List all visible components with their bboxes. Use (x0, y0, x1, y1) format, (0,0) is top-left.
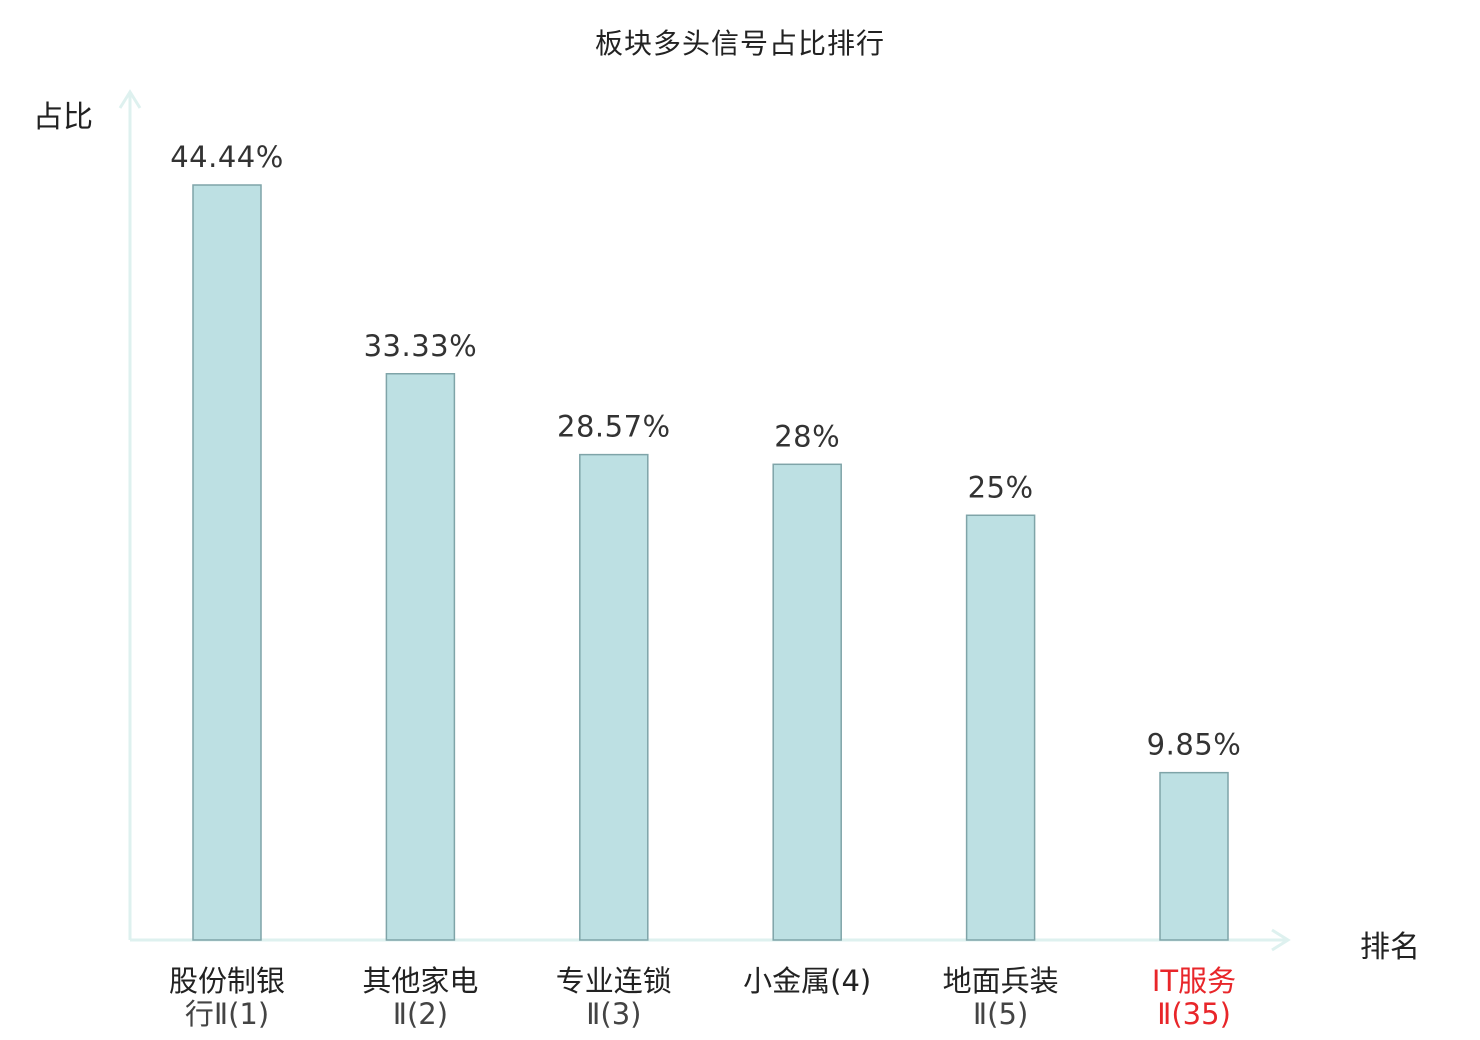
bar-5 (965, 514, 1036, 941)
value-labels: 44.44% 33.33% 28.57% 28% 25% 9.85% (170, 140, 1241, 762)
bar-4 (772, 463, 842, 941)
bar-6 (1159, 771, 1229, 941)
category-label-line1: 地面兵装 (942, 964, 1059, 998)
category-label-1: 股份制银 行Ⅱ(1) (127, 965, 327, 1031)
bar-1 (192, 184, 262, 941)
category-label-line2: 行Ⅱ(1) (184, 997, 270, 1031)
y-axis-arrow (118, 89, 142, 109)
category-label-line1: 股份制银 (168, 964, 285, 998)
chart-axes (118, 89, 1291, 952)
category-label-line2: Ⅱ(5) (972, 997, 1029, 1031)
bars (192, 184, 1229, 941)
category-label-6: IT服务 Ⅱ(35) (1094, 965, 1294, 1031)
category-label-line2: Ⅱ(2) (392, 997, 449, 1031)
bar-value-label-3: 28.57% (557, 410, 671, 444)
category-label-line1: 小金属(4) (743, 964, 872, 998)
y-axis-label: 占比 (33, 100, 93, 135)
category-label-line2: Ⅱ(3) (586, 997, 642, 1031)
x-axis-label: 排名 (1360, 930, 1420, 965)
bar-value-label-2: 33.33% (364, 329, 478, 363)
category-label-line2: Ⅱ(35) (1157, 997, 1231, 1031)
bar-value-label-6: 9.85% (1147, 728, 1242, 762)
x-axis-arrow (1271, 928, 1291, 952)
bar-value-label-1: 44.44% (170, 140, 284, 174)
category-label-4: 小金属(4) (707, 965, 907, 998)
bar-value-label-4: 28% (774, 419, 840, 453)
category-label-5: 地面兵装 Ⅱ(5) (901, 965, 1101, 1031)
chart-title: 板块多头信号占比排行 (594, 27, 885, 60)
bar-value-label-5: 25% (968, 470, 1034, 504)
category-label-line1: 专业连锁 (555, 964, 672, 998)
category-label-line1: IT服务 (1151, 964, 1237, 998)
bar-3 (579, 453, 649, 941)
category-label-3: 专业连锁 Ⅱ(3) (514, 965, 714, 1031)
category-label-2: 其他家电 Ⅱ(2) (320, 965, 520, 1031)
bar-2 (385, 373, 456, 941)
category-label-line1: 其他家电 (362, 964, 479, 998)
